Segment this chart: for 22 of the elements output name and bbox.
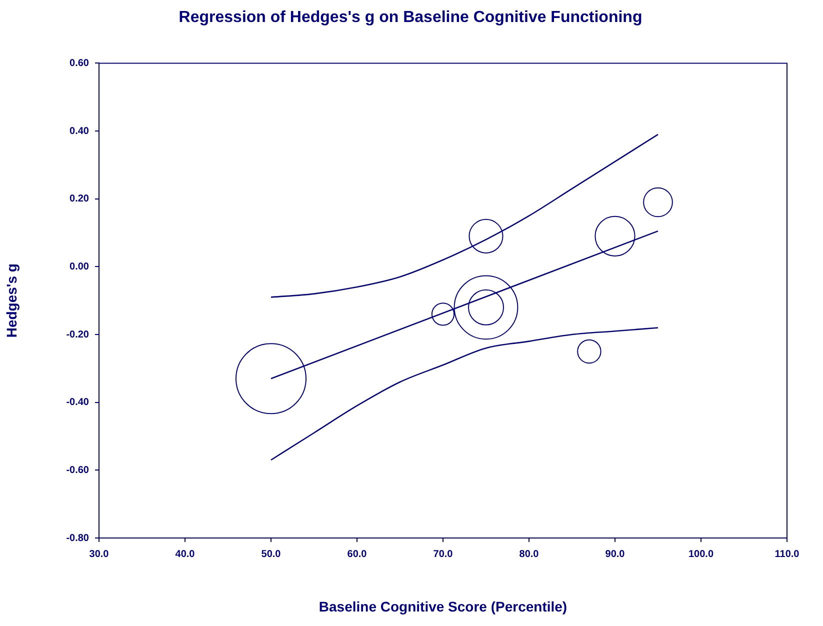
y-tick-label: -0.40: [66, 397, 90, 408]
x-tick-label: 90.0: [605, 548, 626, 560]
x-tick-label: 110.0: [774, 548, 800, 560]
x-tick-label: 30.0: [89, 548, 110, 560]
line-series: [270, 134, 659, 298]
y-tick-label: -0.80: [66, 532, 90, 544]
y-axis-title: Hedges's g: [3, 264, 20, 338]
x-tick-label: 60.0: [347, 548, 368, 560]
x-tick-label: 100.0: [688, 548, 714, 560]
chart-title: Regression of Hedges's g on Baseline Cognitive Functioning: [178, 9, 642, 26]
y-tick-label: -0.20: [66, 329, 90, 340]
line-series: [270, 327, 659, 461]
y-tick-label: 0.00: [70, 261, 90, 272]
x-tick-label: 80.0: [519, 548, 540, 560]
y-tick-label: 0.20: [70, 194, 90, 205]
x-tick-label: 50.0: [261, 548, 282, 560]
x-tick-label: 40.0: [175, 548, 196, 560]
y-tick-label: 0.40: [70, 126, 90, 137]
y-tick-label: 0.60: [70, 58, 90, 69]
x-tick-label: 70.0: [433, 548, 454, 560]
x-axis-title: Baseline Cognitive Score (Percentile): [318, 598, 568, 614]
y-tick-label: -0.60: [66, 464, 90, 476]
